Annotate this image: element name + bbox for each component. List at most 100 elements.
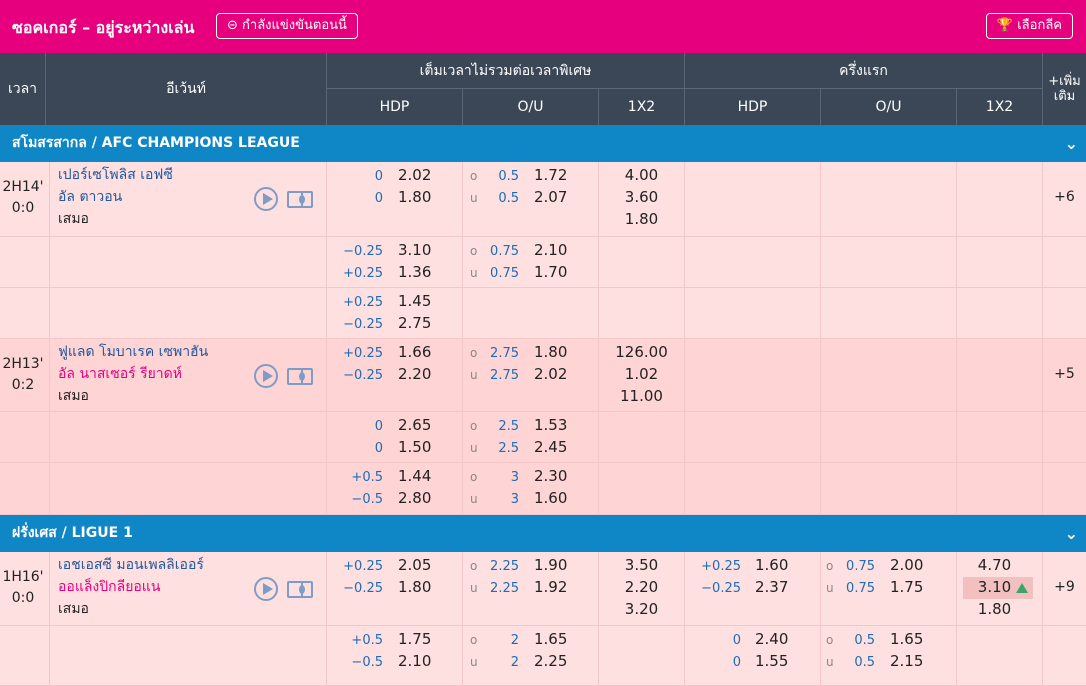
table-cell-divider xyxy=(820,288,821,338)
fh-hdp-odds[interactable]: 1.55 xyxy=(755,652,789,670)
home-team[interactable]: เปอร์เซโพลิส เอฟซี xyxy=(58,167,173,183)
away-team[interactable]: อัล ตาวอน xyxy=(58,189,123,205)
hdp-odds[interactable]: 1.80 xyxy=(398,188,432,206)
1x2-odds[interactable]: 2.20 xyxy=(624,578,659,596)
1x2-odds[interactable]: 1.80 xyxy=(624,210,659,228)
more-markets-button[interactable]: +5 xyxy=(1054,366,1075,382)
under-odds[interactable]: 1.70 xyxy=(534,263,568,281)
live-field-icon[interactable] xyxy=(287,581,313,598)
under-odds[interactable]: 2.25 xyxy=(534,652,568,670)
fh-hdp-odds[interactable]: 1.60 xyxy=(755,556,789,574)
table-cell-divider xyxy=(49,162,50,236)
chevron-down-icon[interactable]: ⌄ xyxy=(1064,134,1078,153)
hdp-odds[interactable]: 1.50 xyxy=(398,438,432,456)
fh-under-odds[interactable]: 1.75 xyxy=(890,578,924,596)
fh-1x2-odds[interactable]: 1.80 xyxy=(977,600,1012,618)
over-odds[interactable]: 1.53 xyxy=(534,416,568,434)
more-markets-button[interactable]: +9 xyxy=(1054,579,1075,595)
league-header[interactable]: สโมสรสากล / AFC CHAMPIONS LEAGUE ⌄ xyxy=(0,125,1086,162)
hdp-odds[interactable]: 2.75 xyxy=(398,314,432,332)
live-field-icon[interactable] xyxy=(287,191,313,208)
over-odds[interactable]: 1.72 xyxy=(534,166,568,184)
play-video-icon[interactable] xyxy=(254,187,278,211)
under-odds[interactable]: 2.45 xyxy=(534,438,568,456)
1x2-odds[interactable]: 3.50 xyxy=(624,556,659,574)
fh-hdp-odds[interactable]: 2.40 xyxy=(755,630,789,648)
match-time: 1H16' xyxy=(2,569,44,585)
1x2-odds[interactable]: 3.20 xyxy=(624,600,659,618)
table-cell-divider xyxy=(462,412,463,462)
1x2-odds[interactable]: 3.60 xyxy=(624,188,659,206)
1x2-odds[interactable]: 1.02 xyxy=(624,365,659,383)
table-cell-divider xyxy=(49,626,50,685)
over-odds[interactable]: 1.65 xyxy=(534,630,568,648)
table-cell-divider xyxy=(684,626,685,685)
away-team[interactable]: อัล นาสเซอร์ รียาดห์ xyxy=(58,366,182,382)
under-label: u xyxy=(826,581,834,595)
under-odds[interactable]: 1.60 xyxy=(534,489,568,507)
fh-1x2-odds[interactable]: 3.10 xyxy=(977,578,1012,596)
table-cell-divider xyxy=(1042,463,1043,514)
ou-line: 3 xyxy=(510,492,519,507)
table-cell-divider xyxy=(684,552,685,625)
over-label: o xyxy=(470,470,478,484)
hdp-odds[interactable]: 1.36 xyxy=(398,263,432,281)
table-cell-divider xyxy=(684,288,685,338)
home-team[interactable]: เอชเอสซี มอนเพลลิเออร์ xyxy=(58,557,204,573)
fh-hdp-handicap: 0 xyxy=(732,633,741,648)
1x2-odds[interactable]: 4.00 xyxy=(624,166,659,184)
home-team[interactable]: ฟูแลด โมบาเรค เซพาฮัน xyxy=(58,344,209,360)
col-1x2: 1X2 xyxy=(599,89,685,125)
ou-line: 3 xyxy=(510,470,519,485)
under-odds[interactable]: 1.92 xyxy=(534,578,568,596)
fh-hdp-odds[interactable]: 2.37 xyxy=(755,578,789,596)
col-1x2-fh: 1X2 xyxy=(957,89,1043,125)
odds-changed-highlight xyxy=(963,577,1033,599)
table-cell-divider xyxy=(1042,412,1043,462)
hdp-odds[interactable]: 1.75 xyxy=(398,630,432,648)
over-label: o xyxy=(470,633,478,647)
col-hdp: HDP xyxy=(327,89,463,125)
league-header[interactable]: ฝรั่งเศส / LIGUE 1 ⌄ xyxy=(0,515,1086,552)
hdp-odds[interactable]: 2.20 xyxy=(398,365,432,383)
over-odds[interactable]: 1.90 xyxy=(534,556,568,574)
hdp-odds[interactable]: 1.66 xyxy=(398,343,432,361)
under-odds[interactable]: 2.02 xyxy=(534,365,568,383)
hdp-handicap: +0.25 xyxy=(343,346,383,361)
hdp-odds[interactable]: 1.45 xyxy=(398,292,432,310)
hdp-odds[interactable]: 2.02 xyxy=(398,166,432,184)
over-odds[interactable]: 2.10 xyxy=(534,241,568,259)
hdp-odds[interactable]: 2.05 xyxy=(398,556,432,574)
match-row: 0 2.65 0 1.50 o 2.5 1.53 u 2.5 2.45 xyxy=(0,412,1086,463)
fh-over-odds[interactable]: 2.00 xyxy=(890,556,924,574)
play-video-icon[interactable] xyxy=(254,577,278,601)
hdp-odds[interactable]: 2.10 xyxy=(398,652,432,670)
hdp-odds[interactable]: 1.44 xyxy=(398,467,432,485)
over-odds[interactable]: 1.80 xyxy=(534,343,568,361)
live-field-icon[interactable] xyxy=(287,368,313,385)
away-team[interactable]: ออแล็งปิกลียอแน xyxy=(58,579,161,595)
over-label: o xyxy=(470,244,478,258)
fh-under-odds[interactable]: 2.15 xyxy=(890,652,924,670)
hdp-odds[interactable]: 2.65 xyxy=(398,416,432,434)
table-cell-divider xyxy=(326,339,327,411)
under-odds[interactable]: 2.07 xyxy=(534,188,568,206)
fh-over-odds[interactable]: 1.65 xyxy=(890,630,924,648)
fh-1x2-odds[interactable]: 4.70 xyxy=(977,556,1012,574)
hdp-odds[interactable]: 3.10 xyxy=(398,241,432,259)
hdp-odds[interactable]: 2.80 xyxy=(398,489,432,507)
over-odds[interactable]: 2.30 xyxy=(534,467,568,485)
play-video-icon[interactable] xyxy=(254,364,278,388)
hdp-handicap: 0 xyxy=(374,191,383,206)
select-league-label: เลือกลีค xyxy=(1017,18,1062,33)
hdp-odds[interactable]: 1.80 xyxy=(398,578,432,596)
live-now-button[interactable]: ⊝ กำลังแข่งขันตอนนี้ xyxy=(216,13,358,39)
1x2-odds[interactable]: 126.00 xyxy=(615,343,668,361)
trophy-icon: 🏆 xyxy=(996,18,1018,33)
more-markets-button[interactable]: +6 xyxy=(1054,189,1075,205)
1x2-odds[interactable]: 11.00 xyxy=(620,387,663,405)
live-now-label: กำลังแข่งขันตอนนี้ xyxy=(242,18,347,33)
chevron-down-icon[interactable]: ⌄ xyxy=(1064,524,1078,543)
select-league-button[interactable]: 🏆 เลือกลีค xyxy=(985,13,1073,39)
table-cell-divider xyxy=(820,552,821,625)
